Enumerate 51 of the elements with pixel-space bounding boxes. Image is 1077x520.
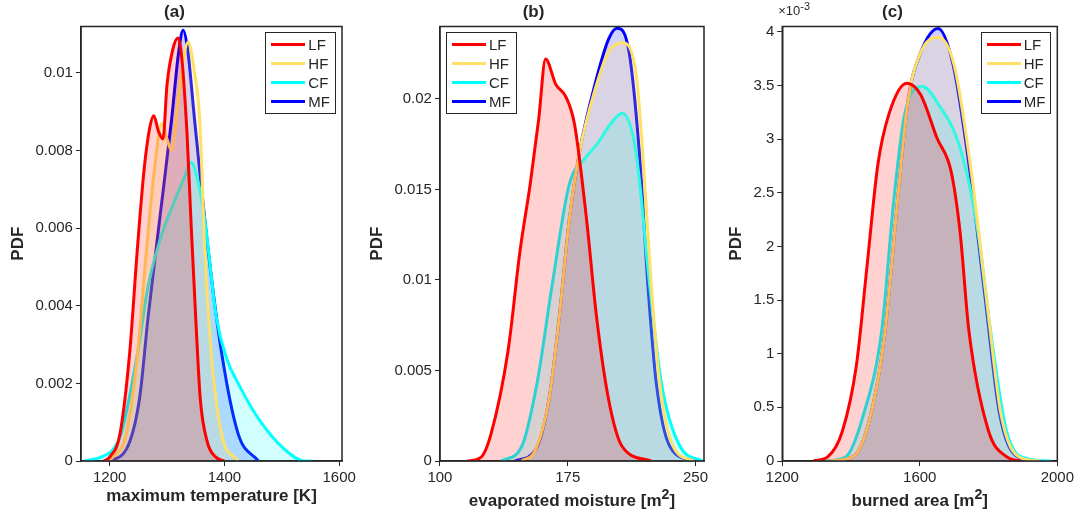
- y-tick-label: 3: [765, 129, 775, 147]
- y-tick-label: 0.01: [402, 270, 432, 288]
- x-tick-label: 100: [427, 468, 453, 486]
- legend-label: CF: [308, 74, 329, 92]
- legend-label: LF: [488, 36, 507, 54]
- x-tick-label: 1600: [903, 468, 937, 486]
- y-tick-label: 0: [64, 451, 73, 469]
- y-tick-label: 0.01: [43, 63, 73, 81]
- x-tick-label: 2000: [1040, 468, 1074, 486]
- legend-label: MF: [1023, 93, 1046, 111]
- x-tick-label: 1400: [207, 468, 242, 486]
- text: ×10$^{-3}$: [778, 0, 810, 19]
- legend-label: HF: [308, 55, 329, 73]
- y-tick-label: 0: [765, 451, 775, 469]
- x-tick-label: 1600: [322, 468, 356, 486]
- y-tick-label: 2: [765, 236, 775, 254]
- y-tick-label: 0.004: [35, 295, 73, 313]
- x-axis-title: maximum temperature [K]: [105, 486, 318, 506]
- legend-label: LF: [308, 36, 326, 54]
- y-tick-label: 0: [423, 451, 432, 469]
- y-tick-label: 1: [765, 343, 775, 361]
- y-tick-label: 2.5: [753, 182, 775, 200]
- y-tick-label: 0.02: [402, 88, 432, 106]
- x-tick-label: 250: [682, 468, 708, 486]
- chart-title: (c): [882, 1, 903, 21]
- y-tick-label: 1.5: [753, 290, 775, 308]
- legend-label: HF: [488, 55, 509, 73]
- chart-title: (b): [522, 1, 545, 21]
- legend-label: LF: [1023, 36, 1042, 54]
- legend-label: CF: [1023, 74, 1044, 92]
- x-tick-label: 1200: [92, 468, 127, 486]
- x-axis-title: burned area [m$^{2}$]: [850, 486, 989, 511]
- y-tick-label: 4: [765, 21, 775, 39]
- y-tick-label: 0.006: [35, 218, 73, 236]
- legend-label: MF: [488, 93, 511, 111]
- x-tick-label: 1200: [765, 468, 799, 486]
- y-axis-title: PDF: [7, 226, 27, 261]
- legend-label: CF: [488, 74, 509, 92]
- y-tick-label: 0.008: [35, 140, 73, 158]
- x-axis-title: evaporated moisture [m$^{2}$]: [467, 486, 677, 511]
- y-tick-label: 0.5: [753, 397, 775, 415]
- y-axis-title: PDF: [725, 226, 745, 261]
- y-tick-label: 0.005: [394, 360, 432, 378]
- x-tick-label: 175: [555, 468, 581, 486]
- legend-label: HF: [1023, 55, 1044, 73]
- y-tick-label: 0.002: [35, 373, 73, 391]
- y-tick-label: 0.015: [394, 179, 432, 197]
- y-tick-label: 3.5: [753, 75, 775, 93]
- chart-title: (a): [164, 1, 185, 21]
- legend-label: MF: [308, 93, 331, 111]
- y-axis-title: PDF: [366, 226, 386, 261]
